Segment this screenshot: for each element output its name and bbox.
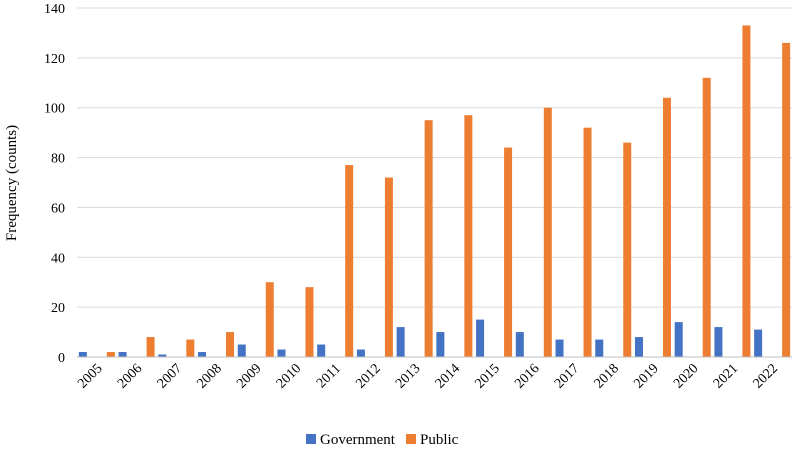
y-tick-label: 120	[44, 52, 65, 67]
bar-government-2006	[118, 352, 127, 357]
x-tick-label: 2016	[512, 361, 542, 391]
bar-government-2018	[595, 339, 604, 357]
bar-public-2012	[384, 177, 393, 357]
y-tick-label: 80	[51, 152, 65, 167]
bar-government-2005	[78, 352, 87, 357]
y-tick-label: 0	[58, 351, 65, 366]
y-axis-ticks: 0 20 40 60 80 100 120 140	[44, 2, 65, 366]
y-axis-title: Frequency (counts)	[4, 125, 20, 241]
legend-label-public: Public	[420, 432, 459, 448]
bar-government-2009	[237, 344, 246, 357]
x-tick-label: 2011	[314, 361, 344, 391]
bar-public-2015	[504, 147, 513, 357]
bar-public-2005	[106, 352, 115, 357]
bar-government-2019	[634, 337, 643, 357]
y-tick-label: 100	[44, 102, 65, 117]
bar-government-2017	[555, 339, 564, 357]
bar-public-2006	[146, 337, 155, 357]
bar-public-2009	[265, 282, 274, 357]
bar-public-2007	[186, 339, 195, 357]
bar-government-2007	[158, 354, 167, 357]
x-tick-label: 2008	[194, 361, 224, 391]
bar-government-2011	[317, 344, 326, 357]
bar-public-2018	[623, 142, 632, 357]
bar-government-2022	[754, 329, 763, 357]
bar-government-2021	[714, 327, 723, 357]
x-axis-ticks: 2005 2006 2007 2008 2009 2010 2011 2012 2013 2014…	[75, 361, 781, 391]
y-tick-label: 40	[51, 251, 65, 266]
bar-government-2012	[356, 349, 365, 357]
x-tick-label: 2013	[393, 361, 423, 391]
bar-government-2014	[436, 332, 445, 357]
bar-government-2013	[396, 327, 405, 357]
x-tick-label: 2009	[234, 361, 264, 391]
x-tick-label: 2015	[473, 361, 503, 391]
bar-public-2014	[464, 115, 473, 357]
bar-public-2008	[226, 332, 235, 357]
x-tick-label: 2005	[75, 361, 105, 391]
x-tick-label: 2007	[155, 361, 185, 391]
legend-swatch-public	[406, 434, 416, 444]
bar-public-2020	[702, 77, 711, 358]
bars	[78, 25, 791, 358]
x-tick-label: 2010	[274, 361, 304, 391]
x-tick-label: 2017	[552, 361, 582, 391]
x-tick-label: 2006	[115, 361, 145, 391]
bar-government-2015	[476, 319, 485, 357]
bar-public-2022	[782, 42, 791, 358]
bar-public-2016	[543, 107, 552, 357]
gridlines	[77, 7, 792, 308]
legend-label-government: Government	[320, 432, 396, 448]
legend-swatch-government	[306, 434, 316, 444]
bar-public-2019	[662, 97, 671, 357]
bar-public-2011	[345, 165, 354, 357]
x-tick-label: 2022	[751, 361, 781, 391]
x-tick-label: 2021	[711, 361, 741, 391]
bar-government-2020	[674, 322, 683, 357]
bar-government-2016	[515, 332, 524, 357]
bar-government-2010	[277, 349, 286, 357]
y-tick-label: 140	[44, 2, 65, 17]
x-tick-label: 2012	[353, 361, 383, 391]
y-tick-label: 60	[51, 201, 65, 216]
bar-public-2010	[305, 287, 314, 357]
legend: Government Public	[306, 432, 459, 448]
bar-government-2008	[198, 352, 207, 357]
x-tick-label: 2014	[433, 361, 463, 391]
bar-public-2017	[583, 127, 592, 358]
x-tick-label: 2018	[592, 361, 622, 391]
y-tick-label: 20	[51, 301, 65, 316]
bar-public-2013	[424, 120, 433, 357]
bar-public-2021	[742, 25, 751, 357]
x-tick-label: 2019	[631, 361, 661, 391]
x-tick-label: 2020	[671, 361, 701, 391]
